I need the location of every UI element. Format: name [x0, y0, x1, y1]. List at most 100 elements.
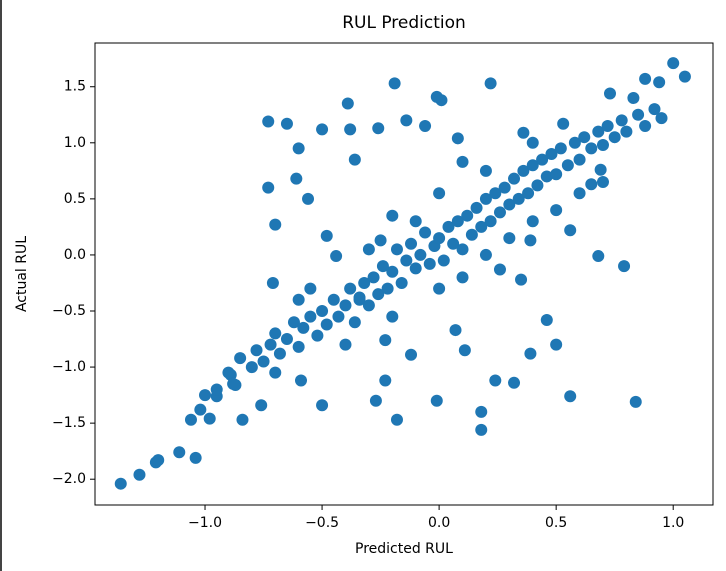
point: [632, 108, 645, 121]
point: [344, 123, 357, 136]
point: [344, 282, 357, 295]
point: [493, 263, 506, 276]
point: [655, 112, 668, 125]
point: [484, 77, 497, 90]
point: [372, 122, 385, 135]
point: [456, 243, 469, 256]
point: [341, 97, 354, 110]
y-tick-label: −0.5: [52, 303, 86, 319]
point: [381, 282, 394, 295]
point: [189, 451, 202, 464]
point: [433, 232, 446, 245]
point: [304, 310, 317, 323]
point: [379, 374, 392, 387]
point: [545, 148, 558, 161]
point: [526, 136, 539, 149]
point: [327, 293, 340, 306]
point: [517, 164, 530, 177]
point: [419, 119, 432, 132]
point: [227, 377, 240, 390]
y-tick-label: 0.0: [64, 247, 86, 263]
point: [620, 125, 633, 138]
point: [280, 117, 293, 130]
point: [479, 248, 492, 261]
point: [433, 282, 446, 295]
point: [594, 163, 607, 176]
point: [400, 254, 413, 267]
point: [601, 119, 614, 132]
point: [250, 344, 263, 357]
point: [304, 282, 317, 295]
point: [550, 204, 563, 217]
point: [648, 103, 661, 116]
point: [596, 176, 609, 189]
x-tick-label: −1.0: [188, 515, 222, 531]
point: [451, 132, 464, 145]
x-tick-label: 1.0: [662, 515, 684, 531]
point: [330, 250, 343, 263]
y-tick-label: −1.0: [52, 359, 86, 375]
point: [449, 324, 462, 337]
point: [531, 179, 544, 192]
point: [419, 226, 432, 239]
point: [173, 446, 186, 459]
x-axis-label: Predicted RUL: [355, 541, 453, 557]
point: [152, 454, 165, 467]
x-tick-label: −0.5: [305, 515, 339, 531]
point: [374, 234, 387, 247]
point: [414, 248, 427, 261]
point: [515, 273, 528, 286]
point: [405, 348, 418, 361]
point: [489, 187, 502, 200]
point: [442, 220, 455, 233]
point: [447, 237, 460, 250]
point: [367, 271, 380, 284]
point: [409, 262, 422, 275]
x-tick-label: 0.0: [428, 515, 450, 531]
point: [524, 347, 537, 360]
point: [564, 390, 577, 403]
point: [386, 310, 399, 323]
point: [255, 399, 268, 412]
point: [498, 181, 511, 194]
point: [678, 70, 691, 83]
point: [292, 340, 305, 353]
point: [386, 209, 399, 222]
point: [386, 265, 399, 278]
point: [568, 136, 581, 149]
point: [451, 215, 464, 228]
point: [615, 114, 628, 127]
point: [522, 187, 535, 200]
point: [475, 423, 488, 436]
point: [348, 153, 361, 166]
chart-title: RUL Prediction: [342, 13, 466, 33]
point: [573, 187, 586, 200]
point: [362, 243, 375, 256]
point: [372, 288, 385, 301]
point: [627, 91, 640, 104]
point: [508, 172, 521, 185]
point: [353, 291, 366, 304]
point: [540, 313, 553, 326]
point: [316, 305, 329, 318]
point: [114, 477, 127, 490]
point: [430, 394, 443, 407]
point: [379, 334, 392, 347]
point: [390, 243, 403, 256]
point: [400, 114, 413, 127]
point: [456, 155, 469, 168]
point: [280, 333, 293, 346]
point: [269, 327, 282, 340]
point: [458, 344, 471, 357]
point: [564, 224, 577, 237]
point: [536, 153, 549, 166]
point: [388, 77, 401, 90]
point: [475, 220, 488, 233]
point: [262, 181, 275, 194]
point: [653, 76, 666, 89]
y-tick-label: 1.5: [64, 79, 86, 95]
point: [295, 374, 307, 387]
y-axis-label: Actual RUL: [14, 236, 30, 312]
point: [561, 159, 574, 172]
